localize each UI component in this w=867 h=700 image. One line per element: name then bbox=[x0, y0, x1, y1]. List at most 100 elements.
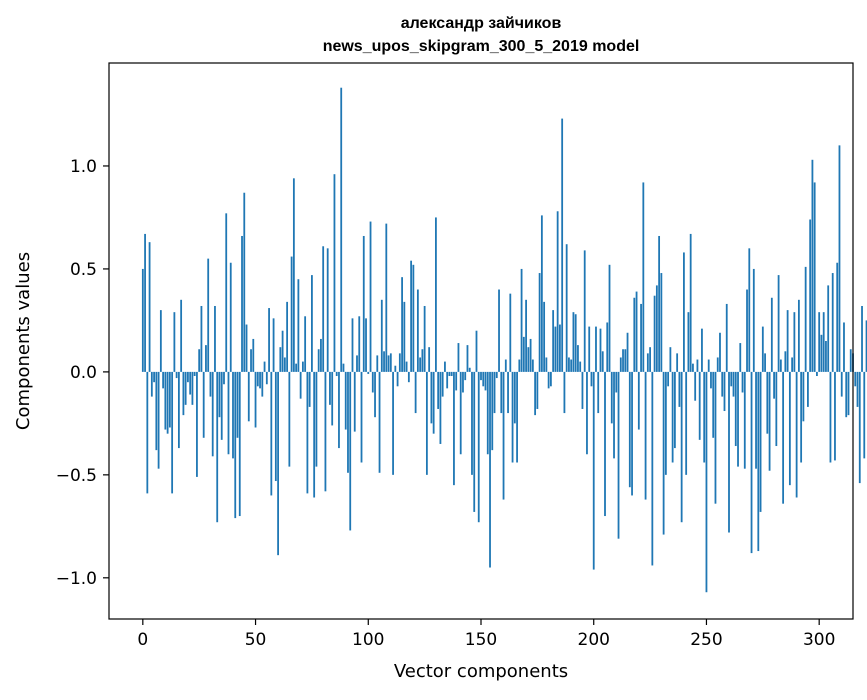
bar bbox=[435, 217, 437, 372]
bar bbox=[227, 371, 230, 455]
bar bbox=[407, 371, 410, 383]
bar bbox=[646, 353, 649, 372]
bar bbox=[791, 357, 794, 372]
bar bbox=[362, 235, 365, 372]
bar bbox=[795, 371, 798, 498]
bar bbox=[477, 371, 480, 523]
bar bbox=[723, 371, 726, 412]
chart-title-line1: александр зайчиков bbox=[401, 15, 562, 32]
bar bbox=[714, 371, 717, 504]
bar bbox=[489, 371, 491, 568]
bar bbox=[473, 371, 476, 512]
bar bbox=[752, 268, 755, 372]
bar bbox=[292, 178, 295, 372]
bar bbox=[572, 312, 575, 372]
bar bbox=[256, 371, 259, 387]
bar bbox=[635, 291, 638, 372]
bar bbox=[743, 371, 746, 469]
bar bbox=[658, 235, 661, 372]
x-axis-label: Vector components bbox=[394, 661, 568, 682]
bar bbox=[166, 371, 169, 434]
bar bbox=[809, 219, 812, 372]
bar bbox=[214, 305, 216, 372]
bar bbox=[613, 371, 615, 459]
bar bbox=[254, 371, 257, 428]
bar bbox=[148, 242, 151, 372]
bar bbox=[838, 145, 841, 372]
bar bbox=[387, 355, 390, 372]
bar bbox=[502, 371, 505, 500]
bar bbox=[281, 330, 284, 372]
bar bbox=[439, 371, 442, 444]
bar bbox=[703, 371, 706, 463]
bar bbox=[356, 355, 358, 372]
bar bbox=[207, 258, 210, 372]
bar bbox=[385, 223, 388, 372]
bar bbox=[301, 361, 304, 372]
bar bbox=[719, 332, 721, 372]
bar bbox=[146, 371, 149, 494]
bar bbox=[184, 371, 187, 405]
bar bbox=[757, 371, 760, 552]
bar bbox=[716, 357, 719, 372]
bar bbox=[311, 275, 313, 372]
bar bbox=[800, 371, 803, 463]
bar bbox=[513, 371, 516, 424]
bar bbox=[543, 301, 546, 372]
bar bbox=[308, 371, 311, 407]
bar bbox=[441, 371, 444, 397]
bar bbox=[664, 371, 667, 475]
bar bbox=[696, 359, 699, 372]
x-tick-label: 100 bbox=[352, 630, 384, 650]
bar bbox=[786, 310, 789, 372]
bar bbox=[484, 371, 487, 391]
bar bbox=[141, 268, 144, 372]
bar bbox=[392, 371, 394, 475]
bar bbox=[595, 326, 597, 372]
bar bbox=[468, 367, 471, 372]
x-tick-label: 250 bbox=[690, 630, 722, 650]
bar bbox=[818, 312, 821, 372]
bar bbox=[561, 118, 564, 372]
bar bbox=[394, 365, 397, 372]
bar bbox=[804, 266, 807, 372]
bar bbox=[315, 371, 318, 467]
bar bbox=[290, 256, 293, 372]
bar bbox=[631, 371, 633, 496]
y-axis-label: Components values bbox=[13, 252, 34, 430]
bar bbox=[680, 371, 683, 523]
bar bbox=[360, 371, 363, 463]
bar bbox=[732, 371, 735, 397]
bar bbox=[187, 371, 189, 383]
bar bbox=[694, 371, 697, 401]
bar bbox=[856, 371, 859, 407]
bar bbox=[144, 233, 146, 372]
bar bbox=[277, 371, 279, 556]
bar bbox=[365, 318, 367, 372]
bar bbox=[770, 297, 773, 372]
bar bbox=[565, 244, 568, 372]
bar bbox=[189, 371, 192, 395]
bar bbox=[351, 318, 354, 372]
plot-frame bbox=[108, 62, 854, 620]
bar bbox=[773, 371, 775, 399]
bar bbox=[536, 371, 539, 409]
bar bbox=[788, 371, 791, 486]
bar bbox=[335, 371, 338, 377]
bar bbox=[191, 371, 194, 405]
bar bbox=[353, 371, 356, 432]
bar bbox=[813, 182, 816, 372]
bar bbox=[577, 345, 579, 372]
bar bbox=[547, 371, 550, 389]
bar bbox=[811, 159, 814, 372]
bar bbox=[232, 371, 234, 459]
bar bbox=[861, 305, 863, 372]
bar bbox=[746, 289, 748, 372]
bar bbox=[608, 264, 611, 372]
bar bbox=[320, 338, 322, 372]
bar bbox=[272, 318, 275, 372]
bar bbox=[710, 371, 712, 389]
bar bbox=[683, 252, 685, 372]
bar bbox=[306, 371, 309, 494]
bar bbox=[342, 363, 345, 372]
